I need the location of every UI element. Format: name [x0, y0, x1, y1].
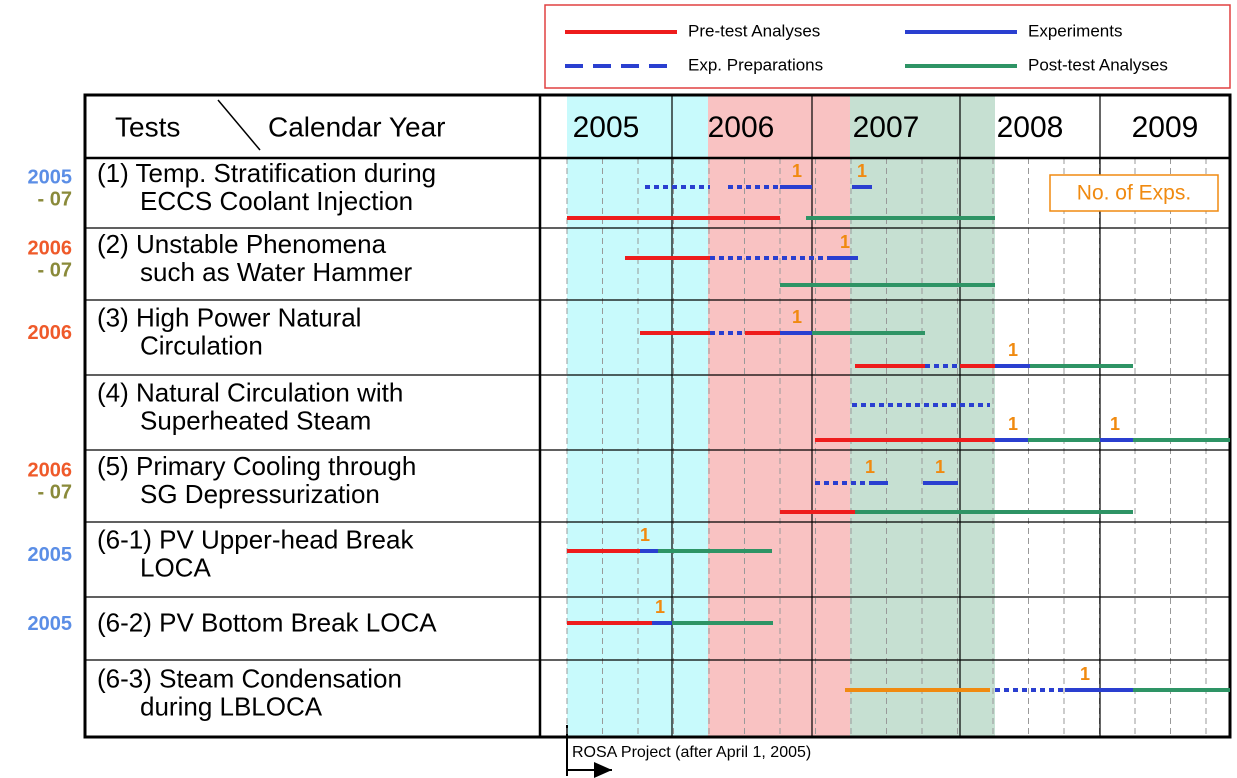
exp-count: 1 [640, 525, 650, 545]
test-name: (1) Temp. Stratification during [97, 158, 436, 188]
legend-label: Experiments [1028, 21, 1122, 40]
row-year: 2006 [28, 322, 73, 344]
year-label: 2006 [708, 111, 775, 144]
row-year: - 07 [38, 259, 72, 281]
year-label: 2009 [1132, 111, 1199, 144]
test-name: during LBLOCA [140, 691, 323, 721]
exp-count: 1 [1008, 414, 1018, 434]
test-name: (5) Primary Cooling through [97, 451, 416, 481]
exp-count: 1 [792, 161, 802, 181]
badge-box [1049, 174, 1219, 212]
row-year: - 07 [38, 188, 72, 210]
row-year: - 07 [38, 481, 72, 503]
table-frame [83, 93, 1232, 739]
test-name: such as Water Hammer [140, 257, 412, 287]
row-year: 2006 [28, 459, 73, 481]
header-diagonal [217, 99, 261, 151]
row-year: 2006 [28, 237, 73, 259]
badge-text: No. of Exps. [1077, 182, 1191, 205]
test-name: ECCS Coolant Injection [140, 186, 413, 216]
row-year: 2005 [28, 166, 73, 188]
test-name: Superheated Steam [140, 405, 371, 435]
test-name: (6-1) PV Upper-head Break [97, 524, 414, 554]
legend-label: Post-test Analyses [1028, 55, 1168, 74]
test-name: (3) High Power Natural [97, 302, 361, 332]
test-name: (2) Unstable Phenomena [97, 229, 387, 259]
exp-count: 1 [865, 457, 875, 477]
year-label: 2005 [573, 111, 640, 144]
exp-count: 1 [1080, 664, 1090, 684]
test-name: (4) Natural Circulation with [97, 377, 403, 407]
exp-count: 1 [1110, 414, 1120, 434]
band-2006 [708, 95, 850, 737]
test-name: LOCA [140, 552, 211, 582]
exp-count: 1 [792, 307, 802, 327]
legend-label: Pre-test Analyses [688, 21, 820, 40]
legend-box [544, 4, 1231, 89]
test-name: (6-2) PV Bottom Break LOCA [97, 607, 437, 637]
legend-label: Exp. Preparations [688, 55, 823, 74]
header-calendar: Calendar Year [268, 111, 445, 142]
row-year: 2005 [28, 613, 73, 635]
header-tests: Tests [115, 111, 180, 142]
exp-count: 1 [935, 457, 945, 477]
test-name: Circulation [140, 330, 263, 360]
test-name: SG Depressurization [140, 479, 380, 509]
exp-count: 1 [655, 597, 665, 617]
exp-count: 1 [840, 232, 850, 252]
row-year: 2005 [28, 544, 73, 566]
exp-count: 1 [1008, 340, 1018, 360]
footnote: ROSA Project (after April 1, 2005) [572, 744, 811, 761]
test-name: (6-3) Steam Condensation [97, 663, 402, 693]
year-label: 2007 [853, 111, 920, 144]
year-label: 2008 [997, 111, 1064, 144]
exp-count: 1 [857, 161, 867, 181]
